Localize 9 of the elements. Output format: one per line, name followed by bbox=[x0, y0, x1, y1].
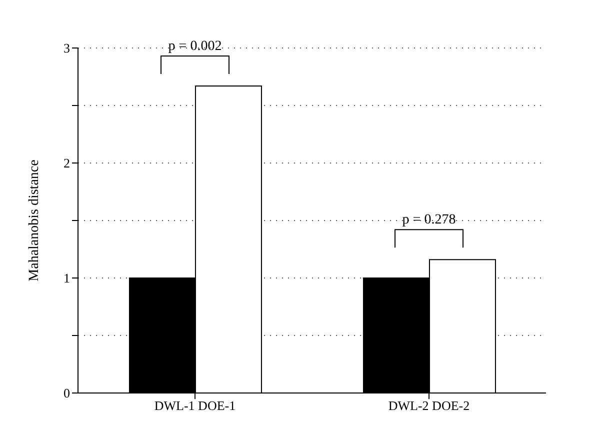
y-tick-label: 1 bbox=[64, 270, 70, 286]
x-tick-label: DWL-1 DOE-1 bbox=[154, 398, 236, 414]
y-axis-title: Mahalanobis distance bbox=[26, 160, 42, 282]
y-tick-label: 2 bbox=[64, 156, 70, 171]
annotation: p = 0.002 bbox=[168, 38, 222, 54]
annotation: p = 0.278 bbox=[402, 212, 456, 228]
x-tick-label: DWL-2 DOE-2 bbox=[388, 398, 470, 414]
y-tick-label: 3 bbox=[64, 40, 70, 56]
y-tick-label: 0 bbox=[64, 386, 70, 401]
